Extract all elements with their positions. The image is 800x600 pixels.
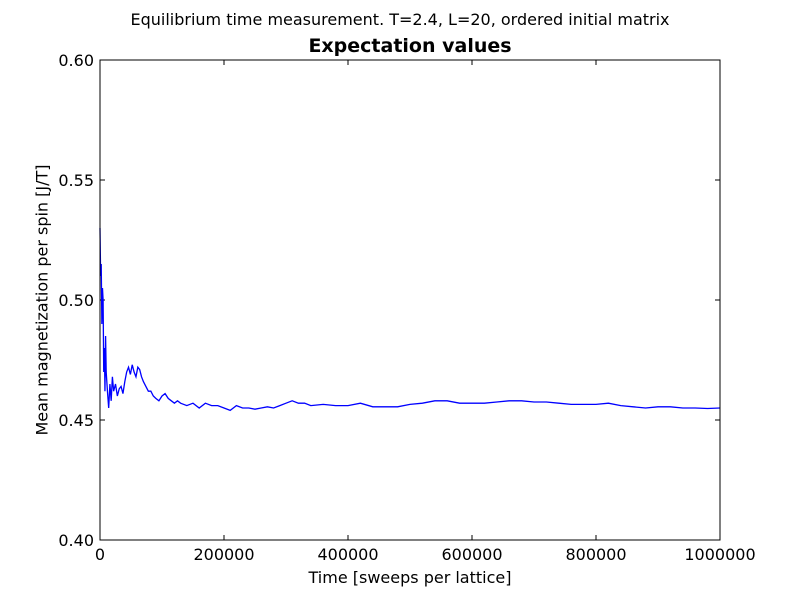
y-tick-label: 0.55	[58, 171, 94, 190]
y-tick-label: 0.45	[58, 411, 94, 430]
x-tick-label: 800000	[565, 545, 626, 564]
y-tick-label: 0.50	[58, 291, 94, 310]
chart-title: Expectation values	[308, 35, 512, 57]
tick-group: 0 200000 400000 600000 800000 1000000 0.40 0.45…	[58, 51, 755, 564]
x-tick-label: 600000	[441, 545, 502, 564]
x-tick-label: 0	[95, 545, 105, 564]
figure-suptitle: Equilibrium time measurement. T=2.4, L=2…	[130, 10, 670, 29]
x-tick-label: 1000000	[684, 545, 755, 564]
y-tick-label: 0.40	[58, 531, 94, 550]
y-tick-label: 0.60	[58, 51, 94, 70]
y-axis-label: Mean magnetization per spin [J/T]	[32, 164, 52, 436]
x-tick-label: 200000	[193, 545, 254, 564]
series-line-magnetization	[99, 227, 721, 412]
x-axis-label: Time [sweeps per lattice]	[308, 568, 512, 587]
plot-frame	[99, 59, 721, 541]
x-tick-label: 400000	[317, 545, 378, 564]
